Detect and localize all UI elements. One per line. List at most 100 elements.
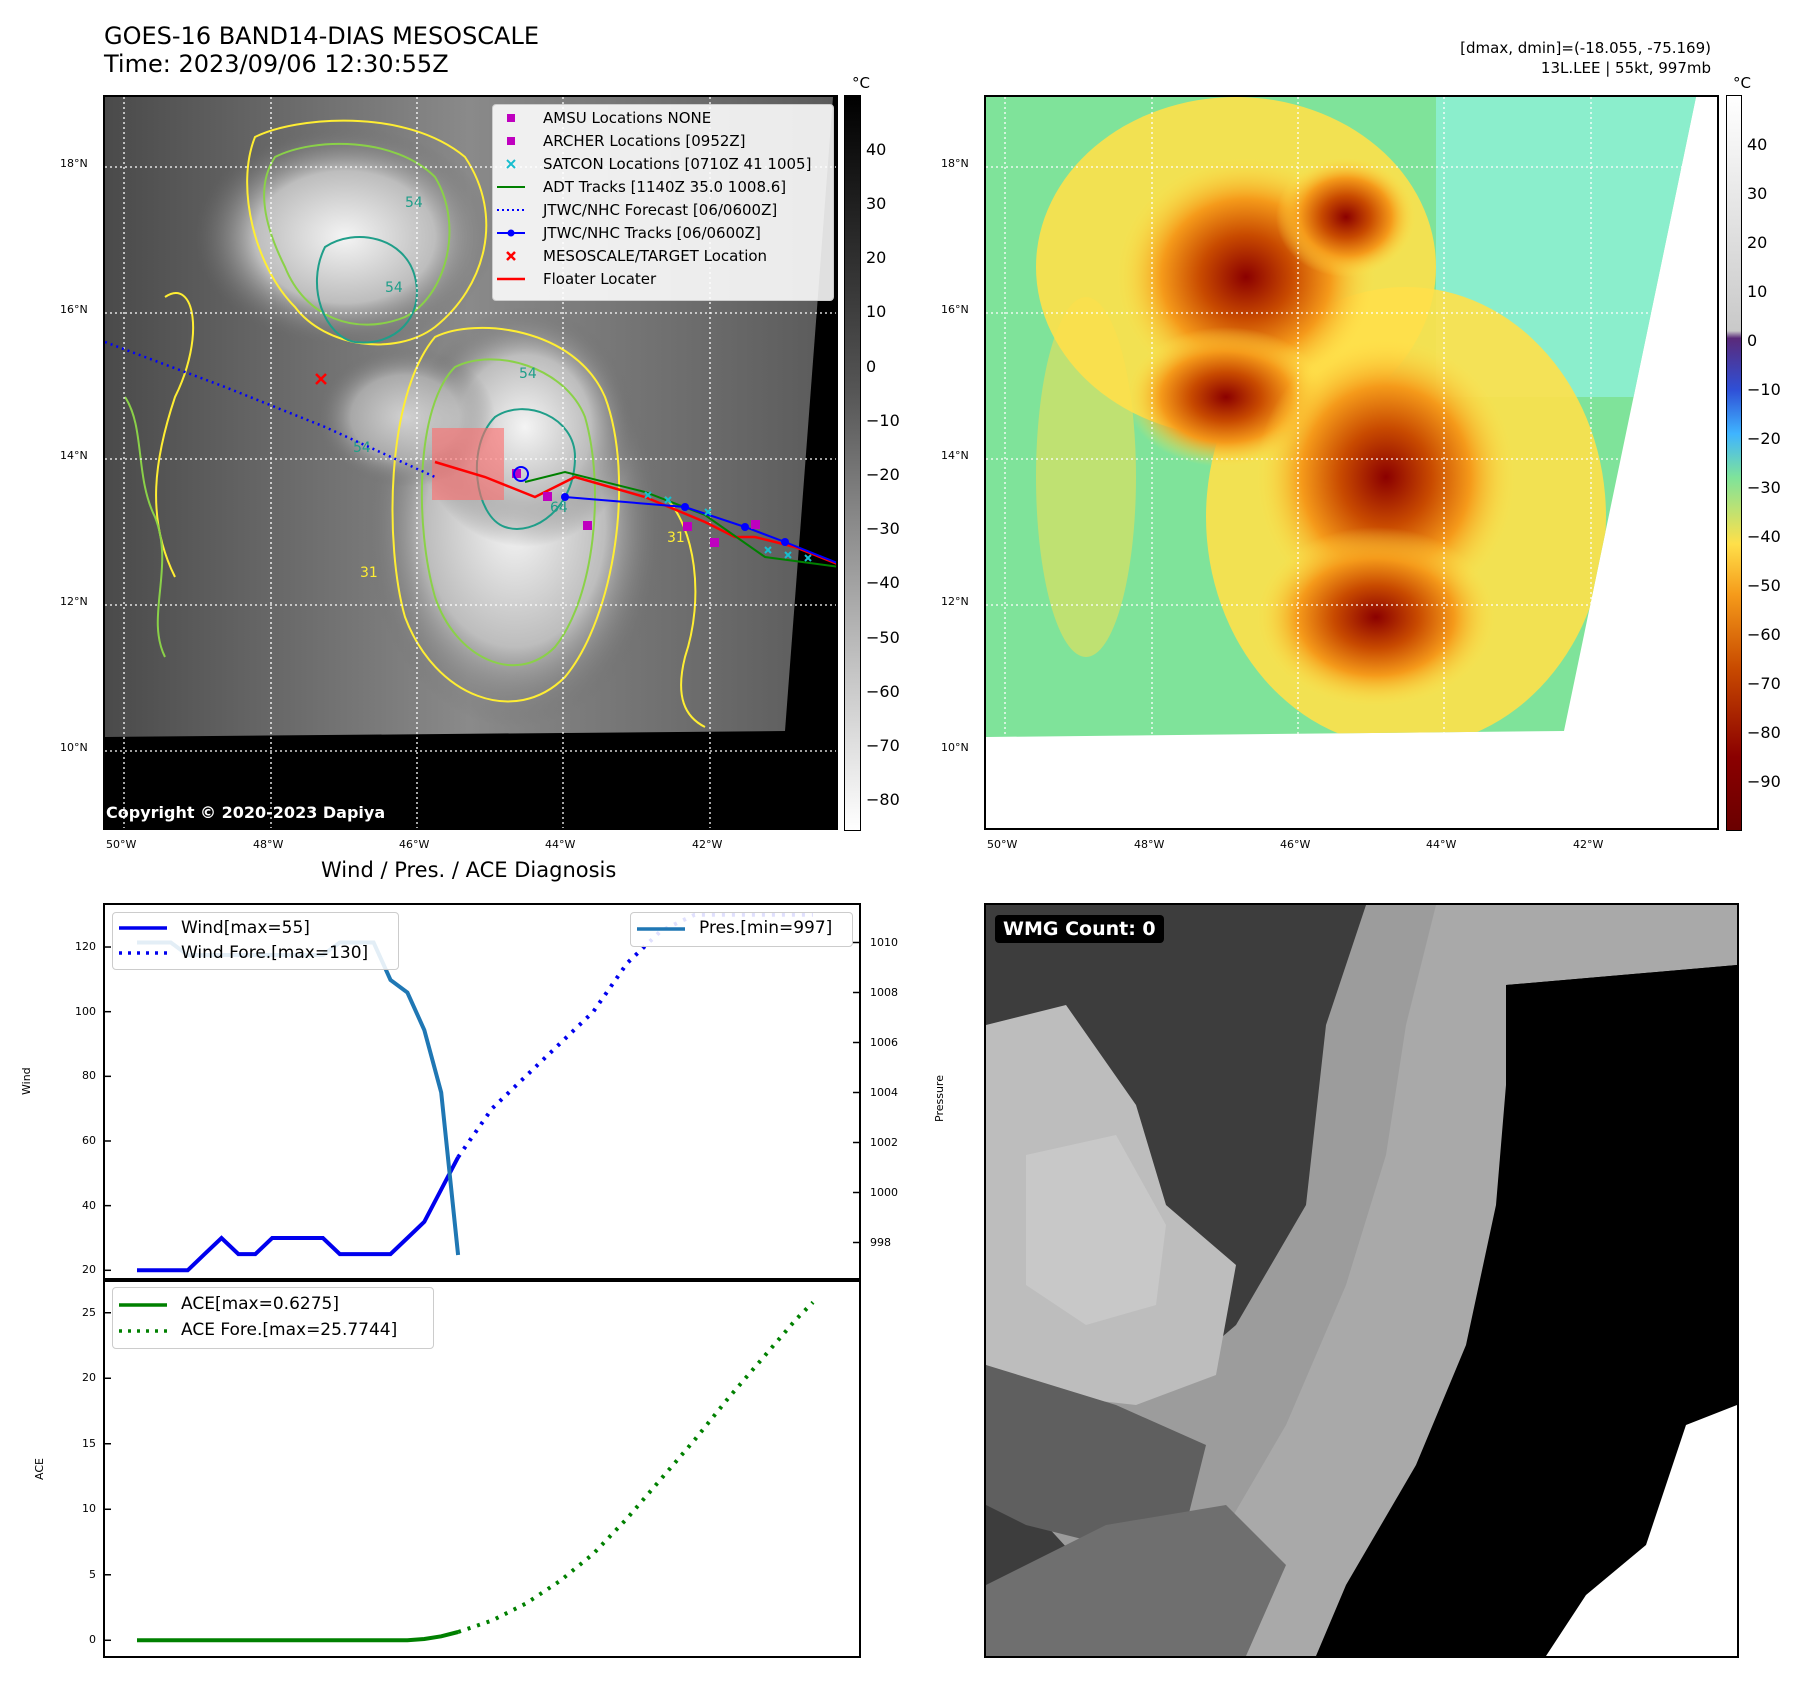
color-cbar-tick: −70 [1747, 674, 1781, 693]
color-cbar-tick: −80 [1747, 723, 1781, 742]
contour-label: 54 [405, 195, 423, 211]
lat-label: 10°N [941, 741, 969, 754]
legend-archer: ARCHER Locations [0952Z] [543, 132, 746, 150]
gray-colorbar [844, 95, 861, 831]
y-tick-label: 20 [82, 1263, 96, 1277]
color-cbar-tick: −40 [1747, 527, 1781, 546]
color-colorbar [1726, 95, 1742, 831]
pressure-legend: Pres.[min=997] [630, 912, 853, 947]
gray-cbar-tick: −60 [866, 682, 900, 701]
y-tick-label: 20 [82, 1371, 96, 1385]
y-tick-label: 100 [75, 1004, 96, 1018]
legend-target: MESOSCALE/TARGET Location [543, 247, 768, 265]
y-tick-label: 15 [82, 1436, 96, 1450]
copyright-notice: Copyright © 2020-2023 Dapiya [106, 803, 386, 822]
lon-label: 48°W [253, 838, 284, 851]
gray-cbar-tick: −80 [866, 790, 900, 809]
legend-wind-forecast: Wind Fore.[max=130] [181, 943, 369, 963]
lon-label: 46°W [399, 838, 430, 851]
diagnosis-title: Wind / Pres. / ACE Diagnosis [321, 858, 617, 882]
gray-cbar-tick: 20 [866, 248, 887, 267]
ace-plot [105, 1300, 815, 1643]
color-cbar-tick: −10 [1747, 380, 1781, 399]
lon-label: 42°W [692, 838, 723, 851]
lon-label: 50°W [987, 838, 1018, 851]
gray-cbar-tick: 0 [866, 357, 877, 376]
gray-cbar-tick: −50 [866, 628, 900, 647]
lat-label: 12°N [60, 595, 88, 608]
legend-ace: ACE[max=0.6275] [181, 1294, 339, 1314]
title-time: Time: 2023/09/06 12:30:55Z [104, 50, 449, 78]
contour-label: 64 [550, 500, 568, 516]
y-tick-label: 0 [89, 1633, 96, 1647]
legend-wind: Wind[max=55] [181, 918, 310, 938]
gray-cbar-tick: 40 [866, 140, 887, 159]
gray-cbar-tick: 10 [866, 302, 887, 321]
ir-gray-map: 54 54 54 54 31 31 64 [103, 95, 838, 830]
wmg-imagery [986, 905, 1737, 1656]
color-cbar-tick: 0 [1747, 331, 1758, 350]
ace-axis-label: ACE [33, 1458, 46, 1480]
lat-label: 12°N [941, 595, 969, 608]
contour-label: 54 [385, 280, 403, 296]
pressure-axis-label: Pressure [933, 1075, 946, 1122]
wind-axis-label: Wind [20, 1067, 33, 1095]
color-cbar-tick: 10 [1747, 282, 1768, 301]
color-cbar-tick: 20 [1747, 233, 1768, 252]
y-tick-label: 10 [82, 1502, 96, 1516]
lat-label: 16°N [60, 303, 88, 316]
lon-label: 50°W [106, 838, 137, 851]
series-line-wind-max-55- [137, 1156, 460, 1273]
contour-label: 31 [360, 565, 378, 581]
title-satellite: GOES-16 BAND14-DIAS MESOSCALE [104, 22, 540, 50]
lon-label: 44°W [1426, 838, 1457, 851]
wmg-count-badge: WMG Count: 0 [995, 915, 1164, 943]
gray-cbar-tick: −40 [866, 573, 900, 592]
color-cbar-tick: −60 [1747, 625, 1781, 644]
ace-chart: ACE[max=0.6275] ACE Fore.[max=25.7744] [103, 1278, 861, 1658]
contour-label: 54 [353, 440, 371, 456]
ir-color-imagery [986, 97, 1717, 828]
contour-label: 54 [519, 366, 537, 382]
y-tick-label: 120 [75, 940, 96, 954]
legend-adt: ADT Tracks [1140Z 35.0 1008.6] [543, 178, 787, 196]
y-tick-label: 1006 [870, 1035, 898, 1049]
contour-label: 31 [667, 530, 685, 546]
map-legend: AMSU Locations NONE ARCHER Locations [09… [492, 104, 834, 301]
legend-markers [497, 114, 525, 281]
storm-summary-label: 13L.LEE | 55kt, 997mb [1540, 59, 1711, 77]
y-tick-label: 1000 [870, 1185, 898, 1199]
storm-info: [dmax, dmin]=(-18.055, -75.169) 13L.LEE … [1460, 38, 1711, 78]
lat-label: 10°N [60, 741, 88, 754]
y-tick-label: 1010 [870, 935, 898, 949]
series-line-wind-fore-max-130- [456, 912, 813, 1159]
legend-amsu: AMSU Locations NONE [543, 109, 712, 127]
lat-label: 14°N [941, 449, 969, 462]
wind-legend: Wind[max=55] Wind Fore.[max=130] [112, 912, 399, 970]
wind-legend-markers [119, 926, 167, 955]
color-cbar-tick: −20 [1747, 429, 1781, 448]
ace-legend: ACE[max=0.6275] ACE Fore.[max=25.7744] [112, 1287, 434, 1349]
lon-label: 48°W [1134, 838, 1165, 851]
ir-color-map [984, 95, 1719, 830]
series-line-ace-fore-max-25-7744- [457, 1300, 815, 1634]
lon-label: 46°W [1280, 838, 1311, 851]
legend-tracks: JTWC/NHC Tracks [06/0600Z] [543, 224, 761, 242]
gray-cbar-tick: −70 [866, 736, 900, 755]
gray-cbar-tick: 30 [866, 194, 887, 213]
legend-satcon: SATCON Locations [0710Z 41 1005] [543, 155, 812, 173]
y-tick-label: 998 [870, 1235, 891, 1249]
wmg-map [984, 903, 1739, 1658]
y-tick-label: 60 [82, 1133, 96, 1147]
y-tick-label: 1002 [870, 1135, 898, 1149]
lat-label: 14°N [60, 449, 88, 462]
color-cbar-tick: −90 [1747, 772, 1781, 791]
gray-cbar-tick: −10 [866, 411, 900, 430]
y-tick-label: 40 [82, 1198, 96, 1212]
dmax-dmin-label: [dmax, dmin]=(-18.055, -75.169) [1460, 39, 1711, 57]
legend-ace-forecast: ACE Fore.[max=25.7744] [181, 1320, 398, 1340]
legend-floater: Floater Locater [543, 270, 657, 288]
lon-label: 42°W [1573, 838, 1604, 851]
wind-pressure-chart: Wind[max=55] Wind Fore.[max=130] Pres.[m… [103, 903, 861, 1282]
color-cbar-tick: −50 [1747, 576, 1781, 595]
